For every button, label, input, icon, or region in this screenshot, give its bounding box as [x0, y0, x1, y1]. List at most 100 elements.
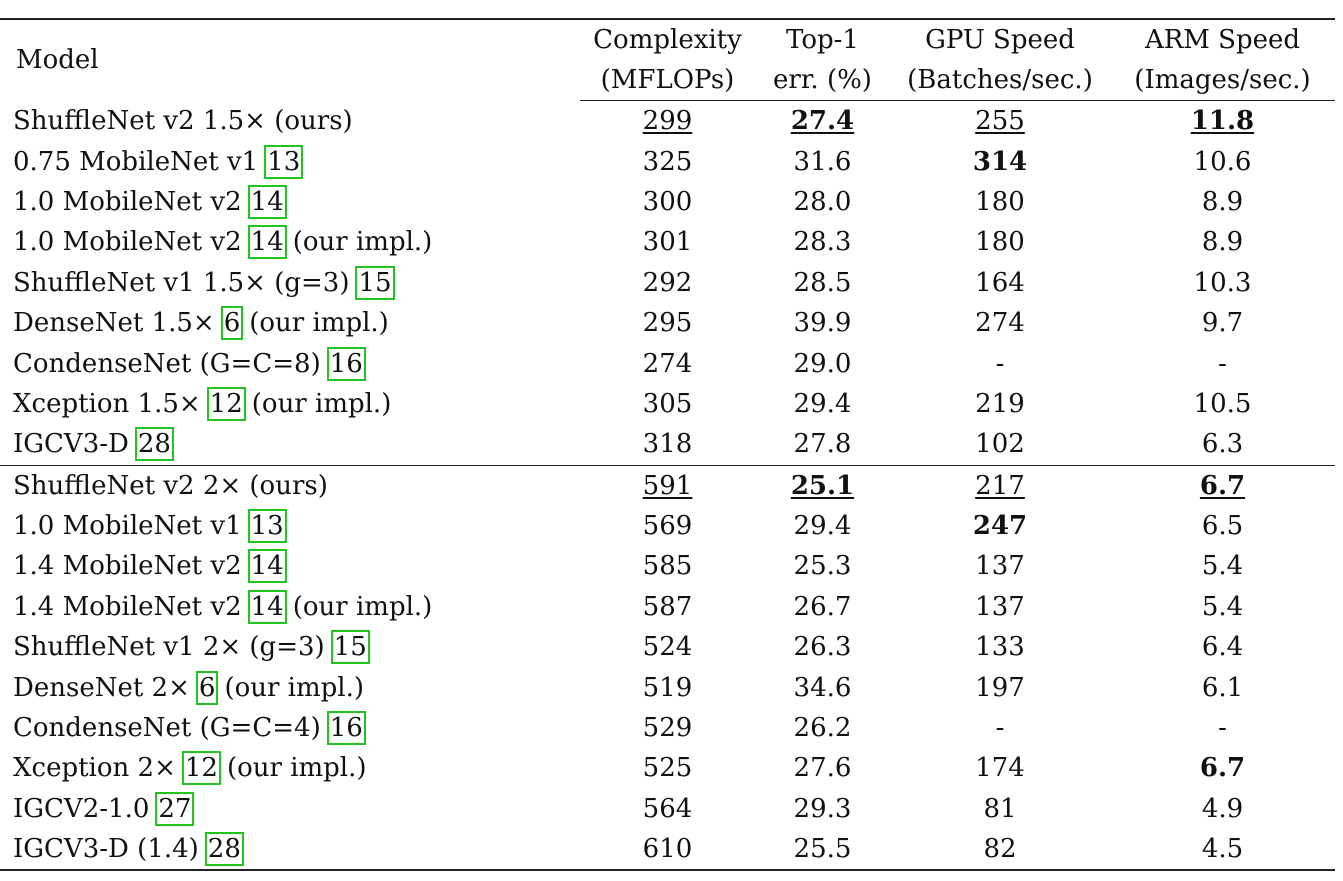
header-model: Model	[0, 18, 580, 101]
citation-link[interactable]: 14	[247, 589, 287, 624]
cell-gpu: 180	[890, 222, 1110, 262]
cell-model: Xception 1.5× 12 (our impl.)	[0, 384, 580, 424]
cell-gpu: 219	[890, 384, 1110, 424]
cell-arm: 8.9	[1110, 182, 1335, 222]
citation-link[interactable]: 6	[195, 670, 219, 705]
arm-value: 11.8	[1190, 106, 1255, 137]
cell-gpu: 174	[890, 748, 1110, 788]
cell-top1: 34.6	[755, 667, 890, 707]
citation-link[interactable]: 6	[220, 306, 244, 341]
table-row: Xception 1.5× 12 (our impl.) 305 29.4 219 10.5	[0, 384, 1335, 424]
gpu-value: -	[995, 713, 1005, 744]
top1-value: 26.3	[793, 632, 852, 663]
model-name: 1.0 MobileNet v2	[13, 227, 242, 258]
model-name: 0.75 MobileNet v1	[13, 146, 259, 177]
table-row: DenseNet 2× 6 (our impl.) 519 34.6 197 6.1	[0, 667, 1335, 707]
header-arm-line1: ARM Speed	[1110, 18, 1335, 60]
cell-gpu: 180	[890, 182, 1110, 222]
complexity-value: 525	[642, 753, 693, 784]
cell-complexity: 292	[580, 263, 755, 303]
cell-arm: 5.4	[1110, 587, 1335, 627]
gpu-value: 255	[975, 106, 1025, 137]
top1-value: 31.6	[793, 146, 852, 177]
model-name: ShuffleNet v2 1.5× (ours)	[13, 105, 353, 136]
cell-gpu: -	[890, 708, 1110, 748]
citation-link[interactable]: 13	[264, 144, 304, 179]
top1-value: 26.7	[793, 591, 852, 622]
cell-model: IGCV2-1.0 27	[0, 789, 580, 829]
cell-complexity: 587	[580, 587, 755, 627]
header-gpu-line1: GPU Speed	[890, 18, 1110, 60]
model-suffix: (our impl.)	[292, 227, 433, 258]
complexity-value: 300	[642, 186, 693, 217]
model-name: CondenseNet (G=C=8)	[13, 348, 321, 379]
arm-value: -	[1218, 713, 1227, 744]
cell-complexity: 569	[580, 506, 755, 546]
cell-top1: 29.3	[755, 789, 890, 829]
citation-link[interactable]: 15	[330, 630, 370, 665]
citation-link[interactable]: 27	[155, 791, 195, 826]
citation-link[interactable]: 13	[247, 509, 287, 544]
model-name: CondenseNet (G=C=4)	[13, 713, 321, 744]
citation-link[interactable]: 28	[204, 832, 244, 867]
cell-top1: 29.4	[755, 506, 890, 546]
cell-complexity: 564	[580, 789, 755, 829]
cell-top1: 26.2	[755, 708, 890, 748]
top1-value: 39.9	[793, 308, 852, 339]
top1-value: 29.4	[793, 511, 852, 542]
cell-model: ShuffleNet v2 1.5× (ours)	[0, 101, 580, 142]
citation-link[interactable]: 14	[247, 184, 287, 219]
citation-link[interactable]: 12	[181, 751, 221, 786]
citation-link[interactable]: 15	[355, 265, 395, 300]
complexity-value: 292	[642, 267, 693, 298]
model-suffix: (our impl.)	[224, 672, 365, 703]
cell-model: 1.4 MobileNet v2 14	[0, 546, 580, 586]
citation-link[interactable]: 16	[326, 346, 366, 381]
top1-value: 29.4	[793, 388, 852, 419]
complexity-value: 305	[642, 388, 693, 419]
arm-value: 10.5	[1193, 388, 1252, 419]
arm-value: -	[1218, 348, 1227, 379]
gpu-value: 81	[983, 793, 1017, 824]
complexity-value: 274	[642, 348, 693, 379]
top1-value: 28.5	[793, 267, 852, 298]
citation-link[interactable]: 28	[134, 427, 174, 462]
arm-value: 8.9	[1201, 227, 1244, 258]
gpu-value: 164	[975, 267, 1025, 298]
cell-top1: 27.8	[755, 424, 890, 465]
cell-top1: 28.5	[755, 263, 890, 303]
cell-model: 1.0 MobileNet v1 13	[0, 506, 580, 546]
model-name: ShuffleNet v1 2× (g=3)	[13, 632, 325, 663]
cell-complexity: 325	[580, 141, 755, 181]
arm-value: 6.1	[1201, 672, 1244, 703]
cell-model: IGCV3-D 28	[0, 424, 580, 465]
cell-arm: 6.7	[1110, 748, 1335, 788]
complexity-value: 587	[642, 591, 693, 622]
table-row: 0.75 MobileNet v1 13 325 31.6 314 10.6	[0, 141, 1335, 181]
cell-arm: 10.3	[1110, 263, 1335, 303]
cell-arm: 6.5	[1110, 506, 1335, 546]
complexity-value: 519	[642, 672, 693, 703]
top1-value: 27.4	[790, 106, 855, 137]
cell-arm: 4.9	[1110, 789, 1335, 829]
cell-gpu: -	[890, 343, 1110, 383]
cell-top1: 39.9	[755, 303, 890, 343]
arm-value: 5.4	[1201, 591, 1244, 622]
citation-link[interactable]: 12	[206, 386, 246, 421]
arm-value: 4.5	[1201, 834, 1244, 865]
model-suffix: (our impl.)	[292, 591, 433, 622]
cell-arm: 9.7	[1110, 303, 1335, 343]
complexity-value: 610	[642, 834, 693, 865]
cell-model: 1.4 MobileNet v2 14 (our impl.)	[0, 587, 580, 627]
arm-value: 8.9	[1201, 186, 1244, 217]
cell-gpu: 137	[890, 587, 1110, 627]
arm-value: 5.4	[1201, 551, 1244, 582]
top1-value: 29.3	[793, 793, 852, 824]
gpu-value: 247	[972, 511, 1028, 542]
cell-arm: 4.5	[1110, 829, 1335, 872]
cell-model: ShuffleNet v1 2× (g=3) 15	[0, 627, 580, 667]
citation-link[interactable]: 16	[326, 711, 366, 746]
citation-link[interactable]: 14	[247, 225, 287, 260]
citation-link[interactable]: 14	[247, 549, 287, 584]
cell-top1: 25.3	[755, 546, 890, 586]
